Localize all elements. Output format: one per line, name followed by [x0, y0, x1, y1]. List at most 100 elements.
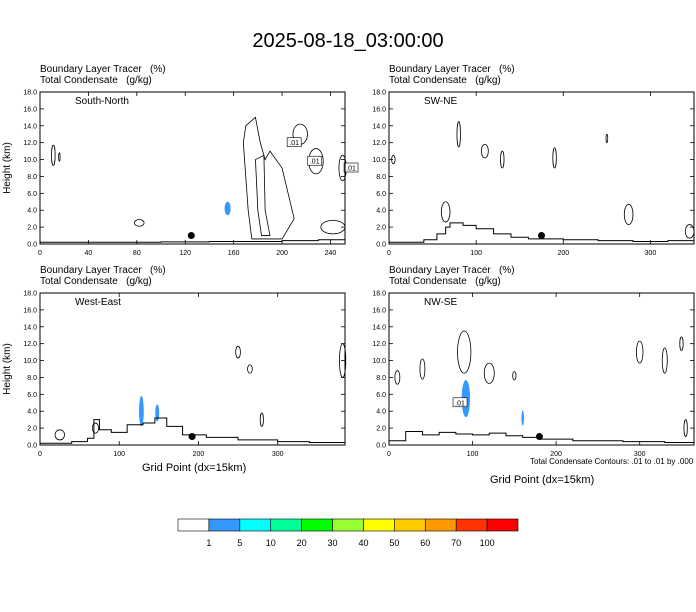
terrain-line — [40, 239, 345, 243]
y-tick-label: 8.0 — [27, 174, 37, 181]
y-tick-label: 8.0 — [376, 174, 386, 181]
condensate-contour-5 — [259, 412, 264, 427]
condensate-contour-2 — [91, 422, 100, 434]
y-tick-label: 10.0 — [372, 157, 386, 164]
y-tick-label: 8.0 — [27, 375, 37, 382]
x-tick-label: 100 — [113, 451, 125, 458]
panel-2-field-line1: Boundary Layer Tracer (%) — [389, 64, 515, 75]
x-tick-label: 0 — [38, 451, 42, 458]
terrain-line — [389, 430, 694, 443]
contour-label-1: .01 — [455, 400, 465, 407]
x-tick-label: 300 — [645, 250, 657, 257]
x-tick-label: 80 — [133, 250, 141, 257]
colorbar-label-100: 100 — [480, 538, 495, 548]
panel-1-south-north: .01 .01 .01 South-North 0.0 2.0 4.0 6.0 8.0 10.0 1… — [2, 90, 359, 257]
y-tick-label: 16.0 — [23, 106, 37, 113]
colorbar-swatch-11 — [486, 518, 519, 532]
x-tick-label: 300 — [272, 451, 284, 458]
panel-3-field-line1: Boundary Layer Tracer (%) — [40, 265, 166, 276]
y-tick-label: 4.0 — [27, 208, 37, 215]
terrain-line — [40, 417, 345, 444]
condensate-contour-3 — [456, 121, 461, 148]
panel-1-field-line1: Boundary Layer Tracer (%) — [40, 64, 166, 75]
condensate-contour-1 — [394, 370, 401, 385]
plot-frame — [39, 91, 346, 245]
convective-contour-inner — [255, 154, 271, 236]
condensate-contour-4 — [247, 364, 253, 374]
colorbar-swatch-5 — [301, 518, 333, 532]
contour-label-box-1 — [452, 397, 468, 408]
colorbar-swatch-9 — [424, 518, 457, 532]
panel-2-field-labels: Boundary Layer Tracer (%) Total Condensa… — [389, 64, 515, 86]
tracer-fill-1 — [224, 201, 231, 216]
x-tick-label: 200 — [550, 451, 562, 458]
condensate-contour-2 — [440, 201, 451, 223]
panel-3-field-line2: Total Condensate (g/kg) — [40, 276, 152, 287]
tracer-fill-1 — [139, 396, 144, 427]
contour-label-2: .01 — [310, 159, 320, 166]
x-tick-label: 240 — [325, 250, 337, 257]
panel-1-field-line2: Total Condensate (g/kg) — [40, 75, 152, 86]
y-tick-label: 0.0 — [27, 443, 37, 450]
y-tick-label: 6.0 — [376, 191, 386, 198]
condensate-contour-3 — [235, 345, 241, 359]
colorbar-label-1: 1 — [206, 538, 211, 548]
y-tick-label: 6.0 — [376, 392, 386, 399]
contour-label-3: .01 — [346, 166, 356, 173]
location-marker — [187, 232, 195, 240]
panel-4-field-line2: Total Condensate (g/kg) — [389, 276, 501, 287]
y-tick-label: 12.0 — [23, 341, 37, 348]
y-tick-label: 6.0 — [27, 392, 37, 399]
x-tick-label: 0 — [38, 250, 42, 257]
plot-frame — [39, 292, 346, 446]
condensate-contour-4 — [480, 143, 489, 159]
location-marker — [188, 433, 196, 441]
condensate-contour-5 — [512, 371, 517, 381]
condensate-contour-1 — [54, 429, 65, 441]
tracer-fill-2 — [521, 410, 524, 426]
y-tick-label: 16.0 — [372, 307, 386, 314]
location-marker — [535, 433, 543, 441]
condensate-contour-6 — [552, 147, 557, 169]
condensate-contour-2 — [419, 358, 426, 380]
convective-contour — [242, 116, 295, 240]
y-tick-label: 18.0 — [372, 90, 386, 97]
panel-label: SW-NE — [424, 96, 457, 107]
y-axis-label: Height (km) — [2, 343, 13, 395]
y-tick-label: 6.0 — [27, 191, 37, 198]
y-tick-label: 18.0 — [23, 291, 37, 298]
panel-4-field-labels: Boundary Layer Tracer (%) Total Condensa… — [389, 265, 515, 287]
y-tick-label: 2.0 — [376, 426, 386, 433]
condensate-contour-6 — [635, 340, 644, 364]
y-tick-label: 2.0 — [376, 225, 386, 232]
condensate-contour-8 — [623, 203, 634, 225]
y-tick-label: 14.0 — [372, 123, 386, 130]
x-tick-label: 300 — [634, 451, 646, 458]
colorbar-swatch-2 — [208, 518, 241, 532]
contour-footnote: Total Condensate Contours: .01 to .01 by… — [530, 457, 694, 466]
colorbar-label-70: 70 — [451, 538, 461, 548]
colorbar-swatch-8 — [394, 518, 426, 532]
location-marker — [538, 232, 545, 240]
panel-4-field-line1: Boundary Layer Tracer (%) — [389, 265, 515, 276]
colorbar-label-5: 5 — [237, 538, 242, 548]
colorbar-label-20: 20 — [297, 538, 307, 548]
y-tick-label: 12.0 — [23, 140, 37, 147]
y-tick-label: 4.0 — [27, 409, 37, 416]
y-tick-label: 16.0 — [372, 106, 386, 113]
x-tick-label: 120 — [179, 250, 191, 257]
y-tick-label: 12.0 — [372, 341, 386, 348]
panel-label: South-North — [75, 96, 129, 107]
y-tick-label: 14.0 — [372, 324, 386, 331]
contour-label-box-2 — [307, 155, 323, 166]
x-tick-label: 200 — [193, 451, 205, 458]
y-tick-label: 0.0 — [376, 443, 386, 450]
colorbar-label-10: 10 — [266, 538, 276, 548]
colorbar-label-60: 60 — [420, 538, 430, 548]
contour-label-box-1 — [286, 137, 302, 147]
y-tick-label: 2.0 — [27, 426, 37, 433]
y-axis-label: Height (km) — [2, 142, 13, 194]
x-tick-label: 0 — [387, 250, 391, 257]
